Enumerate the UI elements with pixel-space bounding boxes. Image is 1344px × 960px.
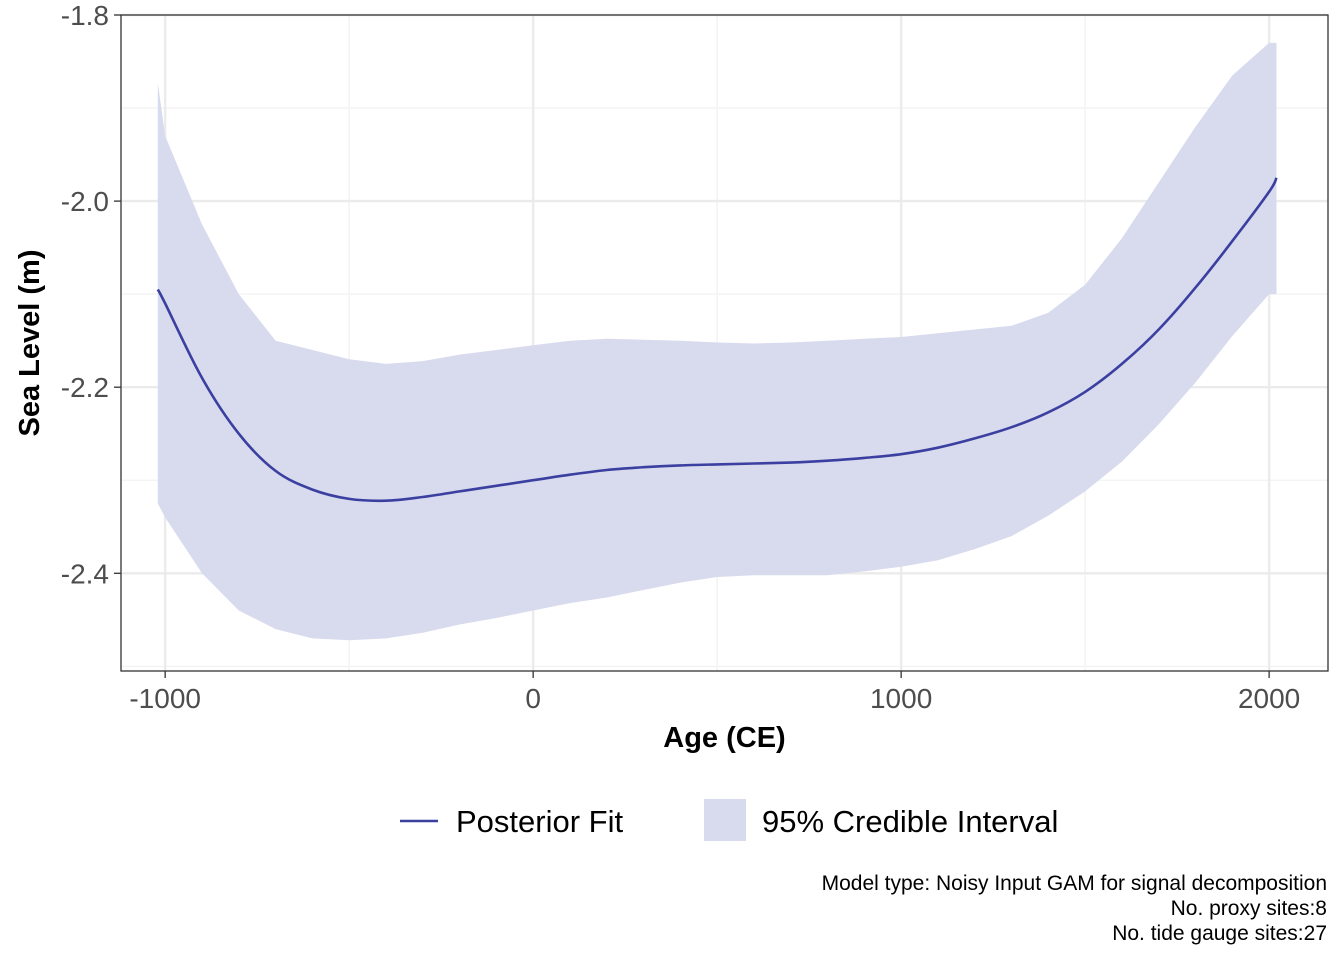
- posterior-fit-line-layer: [156, 177, 1278, 503]
- legend-credible-interval-label: 95% Credible Interval: [762, 804, 1058, 839]
- caption-model-type: Model type: Noisy Input GAM for signal d…: [822, 872, 1327, 895]
- caption: Model type: Noisy Input GAM for signal d…: [822, 872, 1327, 945]
- x-tick-label: 1000: [870, 683, 932, 714]
- posterior-fit-line: [156, 177, 1278, 503]
- x-tick-label: 2000: [1238, 683, 1300, 714]
- x-tick-label: 0: [525, 683, 541, 714]
- credible-interval-band: [157, 42, 1277, 641]
- x-axis: -1000 0 1000 2000: [129, 671, 1300, 714]
- caption-proxy-sites: No. proxy sites:8: [1171, 897, 1327, 920]
- caption-tide-gauge-sites: No. tide gauge sites:27: [1112, 922, 1327, 945]
- legend-band-key: [704, 799, 746, 841]
- panel-border: [120, 14, 1329, 672]
- x-tick-label: -1000: [129, 683, 201, 714]
- y-tick-label: -2.0: [61, 186, 109, 217]
- x-axis-title: Age (CE): [663, 722, 785, 754]
- credible-interval-band-layer: [157, 42, 1277, 641]
- y-axis: -2.4 -2.2 -2.0 -1.8: [61, 0, 121, 589]
- y-tick-label: -1.8: [61, 0, 109, 31]
- legend: Posterior Fit 95% Credible Interval: [400, 799, 1058, 841]
- y-tick-label: -2.2: [61, 372, 109, 403]
- y-tick-label: -2.4: [61, 558, 109, 589]
- y-axis-title: Sea Level (m): [14, 250, 46, 437]
- legend-posterior-fit-label: Posterior Fit: [456, 804, 623, 839]
